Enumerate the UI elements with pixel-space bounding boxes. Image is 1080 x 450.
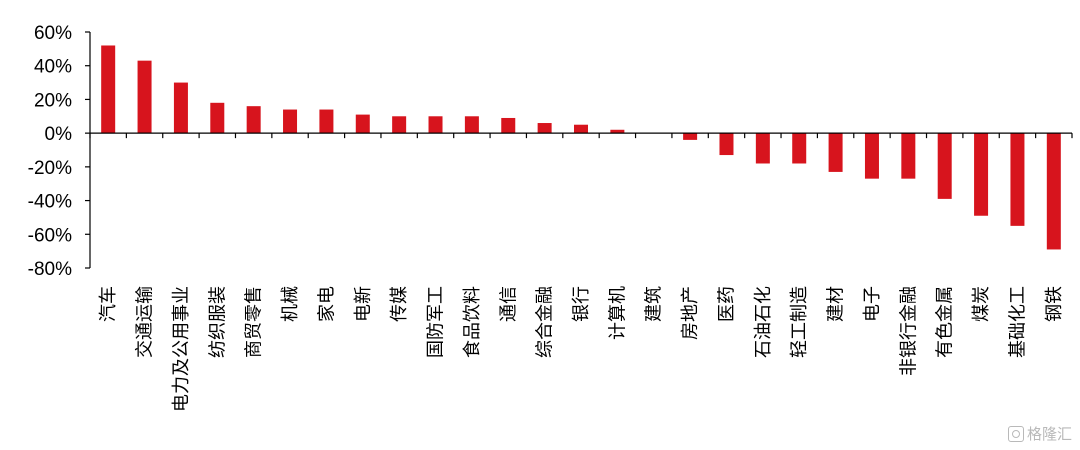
bar xyxy=(901,133,916,179)
x-tick-label: 轻工制造 xyxy=(789,286,810,358)
bar xyxy=(683,133,698,140)
bar xyxy=(828,133,843,172)
x-tick-label: 通信 xyxy=(498,286,519,322)
bar xyxy=(1046,133,1061,250)
bar xyxy=(537,123,552,134)
x-tick-label: 交通运输 xyxy=(135,286,156,358)
y-axis: 60% 40% 20% 0% -20% -40% -60% -80% xyxy=(28,23,91,280)
x-tick-label: 基础化工 xyxy=(1007,286,1028,358)
x-tick-label: 建材 xyxy=(826,286,847,322)
bar xyxy=(355,114,370,134)
y-tick-label: -80% xyxy=(28,259,72,280)
bar xyxy=(1010,133,1025,226)
y-tick-label: -40% xyxy=(28,192,72,213)
y-tick-label: 20% xyxy=(34,90,72,111)
bar xyxy=(610,129,625,134)
x-tick-label: 食品饮料 xyxy=(462,286,483,358)
y-tick-label: 40% xyxy=(34,57,72,78)
x-tick-label: 机械 xyxy=(280,286,301,322)
bar xyxy=(319,109,334,134)
x-tick-label: 传媒 xyxy=(389,286,410,322)
x-tick-label: 国防军工 xyxy=(426,286,447,358)
x-tick-label: 石油石化 xyxy=(753,286,774,358)
bar xyxy=(137,60,152,134)
x-tick-label: 医药 xyxy=(716,286,737,322)
bar xyxy=(392,116,407,134)
bar xyxy=(719,133,734,156)
x-tick-label: 房地产 xyxy=(680,286,701,340)
x-tick-label: 综合金融 xyxy=(535,286,556,358)
x-tick-label: 商贸零售 xyxy=(244,286,265,358)
bar xyxy=(864,133,879,179)
y-tick-label: -60% xyxy=(28,225,72,246)
y-tick-label: 60% xyxy=(34,23,72,44)
y-tick-label: -20% xyxy=(28,158,72,179)
bar xyxy=(246,106,261,134)
bar xyxy=(283,109,298,134)
x-tick-label: 银行 xyxy=(571,286,592,322)
bar xyxy=(173,82,188,134)
bars xyxy=(101,45,1061,250)
bar xyxy=(974,133,989,216)
x-tick-label: 计算机 xyxy=(607,286,628,340)
x-tick-labels: 汽车 交通运输 电力及公用事业 纺织服装 商贸零售 机械 家电 电新 传媒 国防军工 食品饮料 通信综… xyxy=(98,286,1065,412)
bar xyxy=(501,117,516,134)
x-tick-label: 建筑 xyxy=(644,286,665,322)
x-axis xyxy=(89,132,1073,139)
x-tick-label: 家电 xyxy=(316,286,337,322)
x-tick-label: 煤炭 xyxy=(971,286,992,322)
watermark-logo-icon xyxy=(1007,425,1024,442)
x-tick-label: 电新 xyxy=(353,286,374,322)
bar xyxy=(574,124,588,134)
bar xyxy=(428,116,443,134)
bar xyxy=(755,133,770,164)
bar xyxy=(792,133,807,164)
x-tick-label: 电子 xyxy=(862,286,883,322)
bar xyxy=(210,102,225,134)
bar xyxy=(101,45,116,134)
y-tick-label: 0% xyxy=(45,124,73,145)
bar xyxy=(464,116,479,134)
watermark-text: 格隆汇 xyxy=(1026,425,1072,443)
x-tick-label: 非银行金融 xyxy=(898,286,919,376)
x-tick-label: 汽车 xyxy=(98,286,119,322)
bar xyxy=(937,133,952,199)
x-tick-label: 纺织服装 xyxy=(207,286,228,358)
watermark: 格隆汇 xyxy=(1007,423,1072,444)
x-tick-label: 电力及公用事业 xyxy=(171,286,192,412)
x-tick-label: 钢铁 xyxy=(1044,286,1065,322)
x-tick-label: 有色金属 xyxy=(935,286,956,358)
